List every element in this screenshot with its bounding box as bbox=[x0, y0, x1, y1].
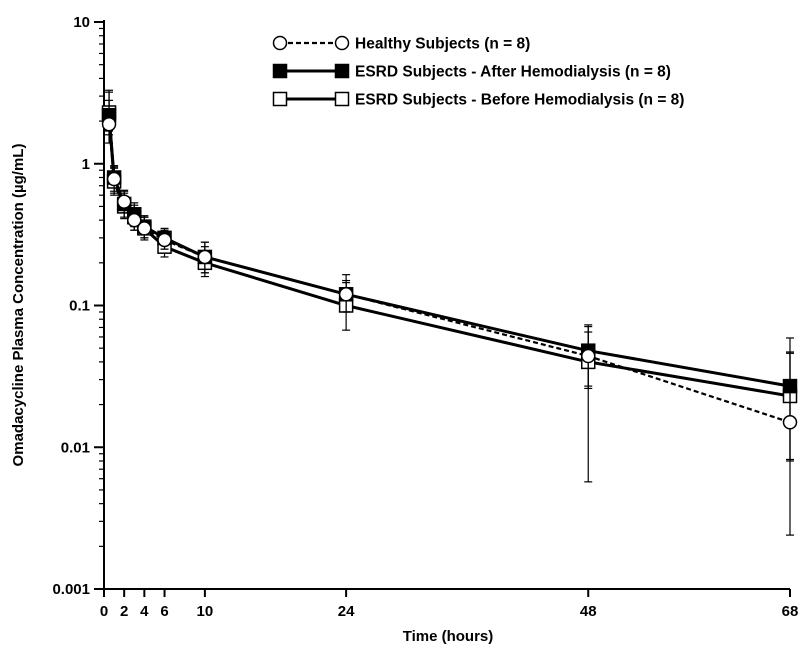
x-tick-label: 6 bbox=[160, 603, 168, 620]
series-line bbox=[107, 124, 791, 424]
data-point bbox=[338, 287, 354, 302]
y-tick-label: 10 bbox=[73, 14, 90, 31]
x-tick-label: 24 bbox=[338, 603, 355, 620]
x-tick-label: 0 bbox=[100, 603, 108, 620]
x-axis-title: Time (hours) bbox=[403, 628, 494, 645]
y-tick-label: 0.1 bbox=[69, 298, 90, 315]
series-3 bbox=[101, 91, 798, 461]
data-point bbox=[127, 212, 142, 228]
legend-marker bbox=[334, 91, 350, 107]
x-tick-label: 10 bbox=[197, 603, 214, 620]
legend-label: ESRD Subjects - Before Hemodialysis (n =… bbox=[355, 92, 684, 109]
legend: Healthy Subjects (n = 8) ESRD Subjects - … bbox=[272, 35, 684, 109]
y-tick-label: 0.001 bbox=[52, 581, 90, 598]
data-point bbox=[197, 249, 213, 265]
x-tick-label: 68 bbox=[782, 603, 799, 620]
series-2 bbox=[101, 89, 798, 462]
legend-marker bbox=[272, 63, 288, 79]
legend-marker bbox=[272, 35, 288, 51]
data-point bbox=[106, 171, 122, 187]
legend-marker bbox=[334, 35, 350, 51]
legend-marker bbox=[334, 63, 350, 79]
x-tick-label: 48 bbox=[580, 603, 597, 620]
legend-label: ESRD Subjects - After Hemodialysis (n = … bbox=[355, 64, 671, 81]
legend-marker bbox=[272, 91, 288, 107]
data-point bbox=[580, 348, 596, 364]
x-tick-label: 4 bbox=[140, 603, 149, 620]
data-point bbox=[782, 415, 798, 430]
x-tick-label: 2 bbox=[120, 603, 128, 620]
series-layer bbox=[101, 89, 798, 536]
data-point bbox=[157, 232, 172, 248]
legend-entry-3: ESRD Subjects - Before Hemodialysis (n =… bbox=[272, 91, 684, 109]
legend-entry-2: ESRD Subjects - After Hemodialysis (n = … bbox=[272, 63, 671, 81]
legend-label: Healthy Subjects (n = 8) bbox=[355, 36, 530, 53]
y-axis-title: Omadacycline Plasma Concentration (µg/mL… bbox=[10, 144, 27, 467]
legend-entry-1: Healthy Subjects (n = 8) bbox=[272, 35, 530, 53]
y-tick-label: 0.01 bbox=[61, 439, 90, 456]
data-point bbox=[101, 116, 117, 132]
y-tick-label: 1 bbox=[82, 156, 90, 173]
series-1 bbox=[101, 99, 798, 536]
data-point bbox=[116, 194, 132, 209]
data-point bbox=[137, 221, 152, 236]
